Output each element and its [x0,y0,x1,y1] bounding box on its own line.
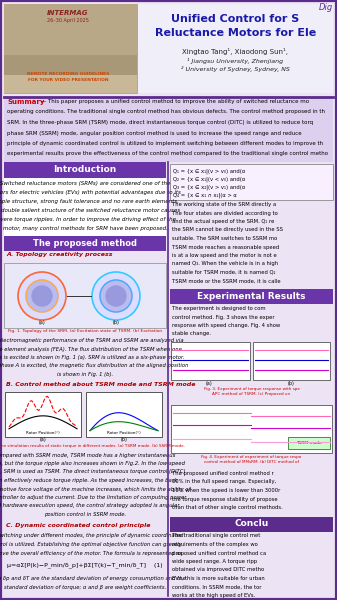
Text: improve the overall efficiency of the motor. The formula is represented as: improve the overall efficiency of the mo… [0,551,183,556]
Text: the controller to adjust the current. Due to the limitation of computing power: the controller to adjust the current. Du… [0,495,187,500]
Text: (b): (b) [113,320,119,325]
Text: conditions. In SSRM mode, the tor: conditions. In SSRM mode, the tor [172,584,262,589]
Text: When phase A is excited, the magnetic flux distribution at the aligned position: When phase A is excited, the magnetic fl… [0,364,189,368]
Text: A. Topology creativity process: A. Topology creativity process [6,252,113,257]
Circle shape [18,272,66,320]
Text: For switching under different modes, the principle of dynamic coordinated: For switching under different modes, the… [0,533,183,539]
Text: 10% when the speed is lower than 3000r: 10% when the speed is lower than 3000r [172,488,280,493]
Text: wide speed range. A torque ripp: wide speed range. A torque ripp [172,559,257,564]
Text: electromotive force voltage of the machine increases, which limits the ability o: electromotive force voltage of the machi… [0,487,190,491]
Text: Q₄ = {x ∈ x₁ ∩ x₂|(α > α: Q₄ = {x ∈ x₁ ∩ x₂|(α > α [173,192,237,197]
Text: severe torque ripples. In order to improve the driving effect of the: severe torque ripples. In order to impro… [0,217,176,222]
Text: Fig. 3. Experiment of torque response with spe
APC method of TSRM. (c) Proposed : Fig. 3. Experiment of torque response wi… [204,387,300,395]
Text: Summary: Summary [7,99,44,105]
Text: Q₁ = {x ∈ x₁|(v > v₀) and(α: Q₁ = {x ∈ x₁|(v > v₀) and(α [173,168,245,173]
Text: B. Control method about TSRM mode and TSRM mode: B. Control method about TSRM mode and TS… [6,382,195,386]
Text: obtained via improved DITC metho: obtained via improved DITC metho [172,568,264,572]
Text: Unified Control for S: Unified Control for S [172,14,300,24]
Text: Reluctance Motors for Ele: Reluctance Motors for Ele [155,28,316,38]
Text: simple structure, strong fault tolerance and no rare earth elements.: simple structure, strong fault tolerance… [0,199,178,204]
Text: INTERMAG: INTERMAG [47,10,89,16]
FancyBboxPatch shape [4,4,137,64]
Text: Dig: Dig [319,3,333,12]
Text: Experimental Results: Experimental Results [197,292,306,301]
Text: TSRM mode or the SSRM mode, it is calle: TSRM mode or the SSRM mode, it is calle [172,278,281,283]
Text: standard deviation of torque; α and β are weight coefficients.: standard deviation of torque; α and β ar… [4,584,166,589]
FancyBboxPatch shape [4,55,137,85]
FancyBboxPatch shape [4,97,333,162]
Text: TSRM mode reaches a reasonable speed: TSRM mode reaches a reasonable speed [172,245,279,250]
Text: principle of dynamic coordinated control is utilized to implement switching betw: principle of dynamic coordinated control… [7,141,323,146]
Text: Compared with SSRM mode, TSRM mode has a higher instantaneous: Compared with SSRM mode, TSRM mode has a… [0,452,176,457]
Text: Rotor Position(°): Rotor Position(°) [107,431,141,436]
Text: motors for electric vehicles (EVs) with potential advantages due to its: motors for electric vehicles (EVs) with … [0,190,181,195]
Text: (a): (a) [40,437,47,443]
Text: C. Dynamic coordinated control principle: C. Dynamic coordinated control principle [6,523,151,527]
FancyBboxPatch shape [4,263,166,328]
Text: The proposed method: The proposed method [33,239,137,248]
Text: TSRM mode: TSRM mode [296,441,322,445]
Text: (b): (b) [287,381,295,386]
Text: 30% in the full speed range. Especially,: 30% in the full speed range. Especially, [172,479,276,485]
Text: operating conditions. The traditional single control method has obvious defects.: operating conditions. The traditional si… [7,109,325,115]
Text: phase is excited is shown in Fig. 1 (a). SRM is utilized as a six-phase motor.: phase is excited is shown in Fig. 1 (a).… [0,355,184,360]
FancyBboxPatch shape [170,164,333,200]
Text: Q₂ = {x ∈ x₁|(v < v₀) and(α: Q₂ = {x ∈ x₁|(v < v₀) and(α [173,176,245,181]
FancyBboxPatch shape [170,289,333,304]
Text: μ=αΣ[P(k)−P_min/δ_p]+βΣ[T(k)−T_min/δ_T]    (1): μ=αΣ[P(k)−P_min/δ_p]+βΣ[T(k)−T_min/δ_T] … [7,562,163,568]
Text: the SRM cannot be directly used in the SS: the SRM cannot be directly used in the S… [172,227,283,232]
Text: Conclu: Conclu [234,520,269,529]
Text: Xingtao Tang¹, Xiaodong Sun¹,: Xingtao Tang¹, Xiaodong Sun¹, [183,48,288,55]
Text: (a): (a) [206,381,212,386]
Text: (a): (a) [39,320,45,325]
FancyBboxPatch shape [4,162,166,178]
Text: response with speed change. Fig. 4 show: response with speed change. Fig. 4 show [172,323,280,328]
Circle shape [32,286,52,306]
Text: ² University of Sydney, Sydney, NS: ² University of Sydney, Sydney, NS [181,66,290,72]
FancyBboxPatch shape [288,437,330,449]
FancyBboxPatch shape [138,4,333,93]
Text: REMOTE RECORDING GUIDELINES: REMOTE RECORDING GUIDELINES [27,72,109,76]
Circle shape [100,280,132,312]
Text: Fig. 4. Experiment of experiment of torque respo
control method of MMsRM. (b) DI: Fig. 4. Experiment of experiment of torq… [202,455,302,464]
Text: suitable for TSRM mode, it is named Q₂: suitable for TSRM mode, it is named Q₂ [172,270,276,275]
Text: EVs, this is more suitable for urban: EVs, this is more suitable for urban [172,576,265,581]
FancyBboxPatch shape [4,236,166,251]
Text: FOR YOUR VIDEO PRESENTATION: FOR YOUR VIDEO PRESENTATION [28,78,108,82]
FancyBboxPatch shape [4,75,137,93]
Text: the torque response stability of propose: the torque response stability of propose [172,497,278,502]
Text: The electromagnetic performance of the TSRM and SSRM are analyzed via: The electromagnetic performance of the T… [0,338,183,343]
Text: ¹ Jiangsu University, Zhenjiang: ¹ Jiangsu University, Zhenjiang [187,58,283,64]
Text: than that of other single control methods.: than that of other single control method… [172,505,283,510]
FancyBboxPatch shape [171,342,250,380]
Text: range, SRM is used as TSRM. The direct instantaneous torque control (DITC): range, SRM is used as TSRM. The direct i… [0,469,185,475]
Text: Fig. 2. The simulation results of static torque in different modes. (a) TSRM mod: Fig. 2. The simulation results of static… [0,443,185,448]
Text: Fig. 1. Topology of the SRM. (a) Excitation state of TSRM. (b) Excitation: Fig. 1. Topology of the SRM. (a) Excitat… [8,329,162,333]
Text: SRM. In the three-phase SRM (TSRM) mode, direct instantaneous torque control (DI: SRM. In the three-phase SRM (TSRM) mode,… [7,120,313,125]
FancyBboxPatch shape [5,391,81,437]
Text: The four states are divided according to: The four states are divided according to [172,211,278,215]
Text: is shown in Fig. 1 (b).: is shown in Fig. 1 (b). [57,372,113,377]
Text: torque, but the torque ripple also increases shown in Fig.2. In the low-speed: torque, but the torque ripple also incre… [0,461,185,466]
Text: control method. Fig. 3 shows the exper: control method. Fig. 3 shows the exper [172,314,275,319]
Text: The experiment is designed to com: The experiment is designed to com [172,306,266,311]
Text: and hardware execution speed, the control strategy adopted is angular: and hardware execution speed, the contro… [0,503,179,509]
Text: experimental results prove the effectiveness of the control method compared to t: experimental results prove the effective… [7,151,328,157]
Text: named Q₃. When the vehicle is in a high: named Q₃. When the vehicle is in a high [172,262,278,266]
Text: Rotor Position(°): Rotor Position(°) [26,431,60,436]
Text: stable change.: stable change. [172,331,211,337]
Text: The proposed unified control method r: The proposed unified control method r [172,471,274,476]
Text: suitable. The SRM switches to SSRM mo: suitable. The SRM switches to SSRM mo [172,236,277,241]
Text: — This paper proposes a unified control method to improve the ability of switche: — This paper proposes a unified control … [39,99,309,104]
Text: proposed unified control method ca: proposed unified control method ca [172,551,266,556]
Text: works at the high speed of EVs.: works at the high speed of EVs. [172,593,255,598]
Text: motor, many control methods for SRM have been proposed.: motor, many control methods for SRM have… [3,226,167,231]
Text: where δp and δT are the standard deviation of energy consumption and the: where δp and δT are the standard deviati… [0,576,185,581]
Text: can effectively reduce torque ripple. As the speed increases, the back: can effectively reduce torque ripple. As… [0,478,177,483]
FancyBboxPatch shape [171,405,332,453]
Text: 26–30 April 2025: 26–30 April 2025 [47,18,89,23]
FancyBboxPatch shape [86,391,162,437]
FancyBboxPatch shape [4,178,166,236]
Text: position control in SSRM mode.: position control in SSRM mode. [44,512,126,517]
